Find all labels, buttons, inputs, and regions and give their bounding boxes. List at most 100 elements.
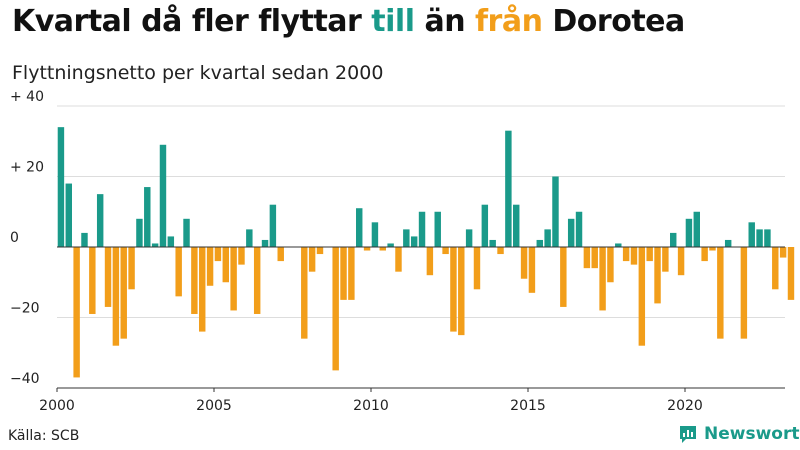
bar [599, 247, 606, 311]
bar [175, 247, 182, 297]
bar [214, 247, 222, 262]
bar [222, 247, 229, 283]
x-tick-label: 2010 [353, 398, 389, 414]
bar [301, 247, 308, 339]
bar [560, 247, 567, 307]
bar [607, 247, 614, 283]
title-part-3: än [414, 4, 475, 39]
bar [426, 247, 434, 276]
bar [206, 247, 214, 286]
bar [371, 222, 379, 247]
bar [120, 247, 127, 339]
bar [513, 204, 520, 247]
y-axis-labels: + 40 + 20 0 −20 −40 [10, 89, 44, 387]
bar [662, 247, 669, 272]
bar [654, 247, 661, 304]
bar [183, 218, 190, 247]
bar [363, 247, 371, 251]
bar [622, 247, 630, 262]
bars [57, 127, 795, 378]
bar [191, 247, 198, 314]
bar [238, 247, 245, 265]
bar [96, 194, 104, 248]
bar [458, 247, 465, 336]
bar [693, 211, 700, 247]
y-tick-label: −40 [10, 371, 40, 387]
bar [73, 247, 80, 378]
bar [717, 247, 724, 339]
x-tick-label: 2020 [667, 398, 703, 414]
chart-subtitle: Flyttningsnetto per kvartal sedan 2000 [12, 62, 384, 84]
brand-logo: Newsworthy [678, 424, 800, 444]
bar [151, 243, 159, 247]
bar [136, 218, 143, 247]
bar [348, 247, 355, 300]
bar [199, 247, 206, 332]
bar [638, 247, 646, 346]
bar [779, 247, 787, 258]
axes [56, 246, 785, 392]
bar [418, 211, 426, 247]
bar [128, 247, 135, 290]
bar [748, 222, 755, 247]
bar [81, 232, 88, 247]
title-highlight-till: till [371, 4, 415, 39]
bar [615, 243, 622, 247]
bar [489, 239, 496, 247]
bar [403, 229, 410, 248]
bar [316, 247, 324, 255]
bar [670, 232, 677, 247]
x-tick-label: 2000 [39, 398, 75, 414]
bar [442, 247, 449, 255]
bar [740, 247, 748, 339]
bar [261, 239, 269, 247]
bar [756, 229, 763, 248]
bar [308, 247, 316, 272]
bar [57, 127, 65, 247]
y-tick-label: + 20 [10, 160, 44, 176]
bar [583, 247, 591, 269]
title-highlight-fran: från [475, 4, 543, 39]
x-tick-label: 2005 [196, 398, 232, 414]
bar [465, 229, 473, 248]
brand-name: Newsworthy [704, 424, 800, 444]
x-tick-label: 2015 [510, 398, 546, 414]
bar [410, 236, 418, 247]
bar [332, 247, 339, 371]
bar [787, 247, 795, 300]
bar [379, 247, 386, 251]
bar [505, 130, 512, 247]
y-tick-label: 0 [10, 230, 19, 246]
bar [520, 247, 528, 279]
bar [701, 247, 708, 262]
bar [104, 247, 112, 307]
bar [144, 187, 151, 247]
chart-title: Kvartal då fler flyttar till än från Dor… [12, 4, 685, 39]
y-tick-label: + 40 [10, 89, 44, 105]
bar [246, 229, 253, 248]
bar [230, 247, 237, 311]
bar [630, 247, 638, 265]
bar [473, 247, 481, 290]
bar [167, 236, 175, 247]
bar [646, 247, 653, 262]
y-tick-label: −20 [10, 301, 40, 317]
newsworthy-logo-icon [680, 426, 696, 443]
bar [497, 247, 504, 255]
bar [528, 247, 536, 293]
bar [544, 229, 551, 248]
bar [387, 243, 394, 247]
bar [277, 247, 284, 262]
bar [65, 183, 72, 247]
bar [764, 229, 771, 248]
bar [552, 176, 559, 247]
bar [685, 218, 693, 247]
bar [591, 247, 598, 269]
bar [481, 204, 489, 247]
x-axis-labels: 2000 2005 2010 2015 2020 [39, 398, 703, 414]
source-note: Källa: SCB [8, 428, 80, 444]
bar [536, 239, 543, 247]
bar [340, 247, 347, 300]
bar [567, 218, 575, 247]
